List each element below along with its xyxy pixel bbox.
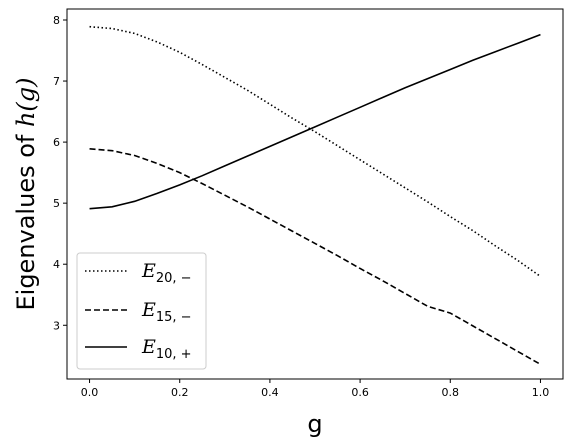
series-line-0 bbox=[89, 25, 541, 278]
y-axis-title-math: h(g) bbox=[12, 77, 40, 127]
y-tick-label: 4 bbox=[53, 258, 60, 271]
plot-frame bbox=[66, 8, 564, 380]
x-tick-label: 1.0 bbox=[532, 386, 550, 399]
legend: E20, − E15, − E10, + bbox=[76, 252, 207, 370]
x-axis-title: g bbox=[307, 410, 322, 438]
y-axis-title: Eigenvalues of h(g) bbox=[12, 77, 40, 310]
x-axis-ticks: 0.0 0.2 0.4 0.6 0.8 1.0 bbox=[81, 379, 549, 399]
y-tick-label: 8 bbox=[53, 14, 60, 27]
x-tick-label: 0.2 bbox=[171, 386, 189, 399]
legend-label-0: E20, − bbox=[141, 260, 192, 286]
y-axis-title-prefix: Eigenvalues of bbox=[12, 127, 40, 311]
legend-label-2: E10, + bbox=[141, 336, 192, 362]
x-tick-label: 0.4 bbox=[261, 386, 279, 399]
series-line-2 bbox=[89, 33, 541, 210]
series-layer bbox=[89, 25, 541, 366]
series-line-1 bbox=[89, 148, 541, 366]
y-tick-label: 7 bbox=[53, 75, 60, 88]
y-tick-label: 5 bbox=[53, 197, 60, 210]
x-tick-label: 0.6 bbox=[351, 386, 369, 399]
legend-entries: E20, − E15, − E10, + bbox=[85, 260, 192, 362]
y-tick-label: 3 bbox=[53, 319, 60, 332]
y-tick-label: 6 bbox=[53, 136, 60, 149]
legend-box bbox=[76, 252, 207, 370]
x-tick-label: 0.8 bbox=[442, 386, 460, 399]
legend-label-1: E15, − bbox=[141, 299, 192, 325]
y-axis-ticks: 3 4 5 6 7 8 bbox=[53, 14, 67, 332]
x-tick-label: 0.0 bbox=[81, 386, 99, 399]
